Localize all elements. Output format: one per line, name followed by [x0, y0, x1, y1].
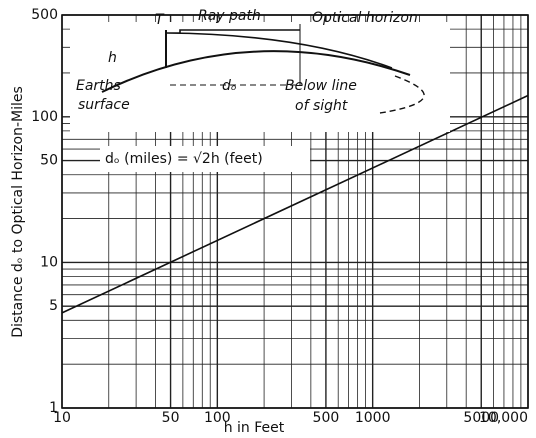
- y-tick-label: 1: [49, 400, 58, 416]
- annotation: T: [155, 12, 165, 28]
- annotation: of sight: [295, 98, 348, 114]
- data-line: [61, 94, 529, 314]
- y-tick-label: 50: [40, 153, 58, 169]
- annotation: Optical horizon: [312, 10, 418, 26]
- x-tick-label: 50: [162, 410, 180, 426]
- x-axis-label: h in Feet: [224, 420, 285, 436]
- annotation: Earths: [76, 78, 121, 94]
- x-tick-label: 10,000: [479, 410, 528, 426]
- plot-frame: [61, 14, 529, 409]
- y-tick-label: 100: [31, 109, 58, 125]
- x-tick-label: 1000: [355, 410, 391, 426]
- y-tick-label: 500: [31, 7, 58, 23]
- annotation: dₒ: [222, 78, 237, 94]
- x-tick-label: 100: [204, 410, 231, 426]
- earth-surface: [101, 50, 411, 93]
- annotation: h: [108, 50, 117, 66]
- x-tick-label: 5000: [463, 410, 499, 426]
- ray-path: [165, 29, 393, 69]
- formula-background: [100, 146, 310, 172]
- annotation: surface: [78, 97, 130, 113]
- formula: dₒ (miles) = √2h (feet): [105, 151, 263, 167]
- below-sight-line: [379, 75, 425, 114]
- inset-diagram: [70, 22, 450, 172]
- y-axis-label: Distance dₒ to Optical Horizon-Miles: [10, 86, 26, 338]
- x-tick-label: 10: [53, 410, 71, 426]
- inset-background: [70, 22, 450, 132]
- y-tick-label: 5: [49, 298, 58, 314]
- x-tick-label: 500: [313, 410, 340, 426]
- y-tick-label: 10: [40, 254, 58, 270]
- annotation: Below line: [285, 78, 357, 94]
- annotation: Ray path: [198, 8, 261, 24]
